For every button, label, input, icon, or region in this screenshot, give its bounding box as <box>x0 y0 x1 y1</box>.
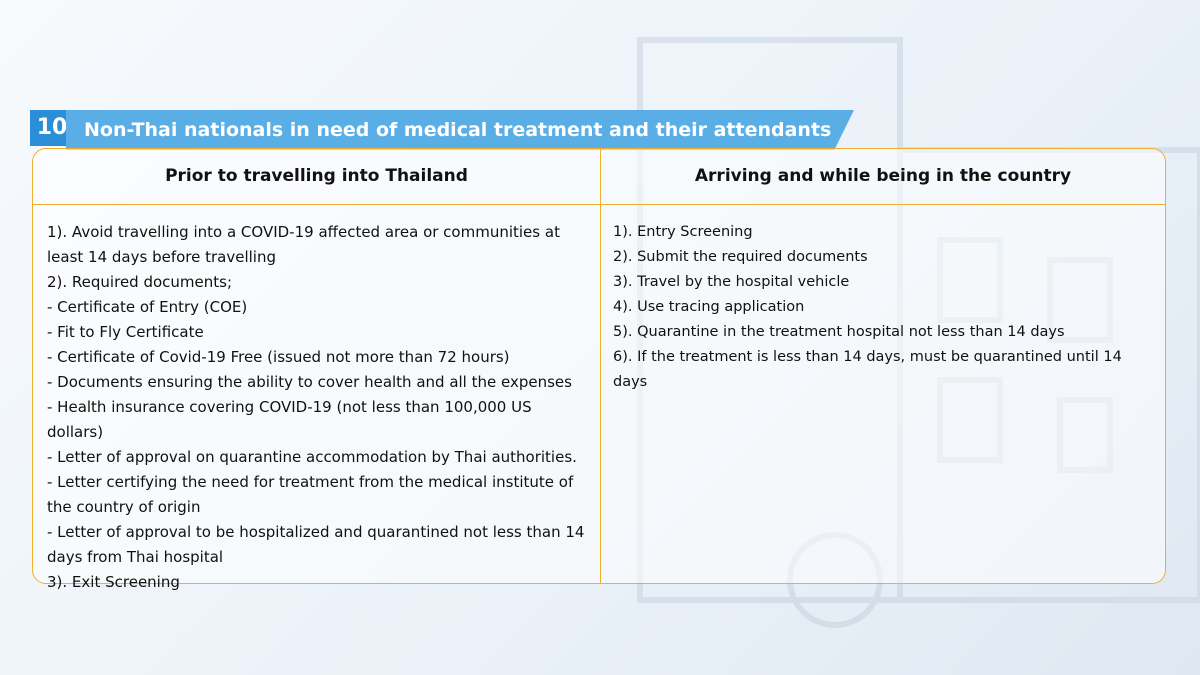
column-heading: Prior to travelling into Thailand <box>33 149 600 205</box>
column-heading: Arriving and while being in the country <box>601 149 1165 205</box>
list-line: 3). Exit Screening <box>47 573 180 591</box>
list-line: 2). Submit the required documents <box>613 249 868 265</box>
list-line: 4). Use tracing application <box>613 299 805 315</box>
column: Prior to travelling into Thailand 1). Av… <box>33 149 601 591</box>
section-title: Non-Thai nationals in need of medical tr… <box>84 119 832 141</box>
list-line: - Health insurance covering COVID-19 (no… <box>47 398 532 441</box>
column: Arriving and while being in the country … <box>601 149 1165 583</box>
list-line: 1). Entry Screening <box>613 224 753 240</box>
list-line: - Certificate of Entry (COE) <box>47 298 248 316</box>
list-line: 3). Travel by the hospital vehicle <box>613 274 850 290</box>
column-body: 1). Avoid travelling into a COVID-19 aff… <box>33 205 600 595</box>
list-line: - Fit to Fly Certificate <box>47 323 204 341</box>
list-line: - Letter certifying the need for treatme… <box>47 473 574 516</box>
title-bar <box>66 110 854 150</box>
list-line: - Letter of approval on quarantine accom… <box>47 448 577 466</box>
list-line: 2). Required documents; <box>47 273 233 291</box>
table: Prior to travelling into Thailand 1). Av… <box>32 148 1166 591</box>
list-line: - Documents ensuring the ability to cove… <box>47 373 572 391</box>
list-line: 1). Avoid travelling into a COVID-19 aff… <box>47 223 560 266</box>
list-line: - Letter of approval to be hospitalized … <box>47 523 585 566</box>
list-line: 6). If the treatment is less than 14 day… <box>613 349 1122 390</box>
list-line: 5). Quarantine in the treatment hospital… <box>613 324 1065 340</box>
column-body: 1). Entry Screening 2). Submit the requir… <box>601 205 1165 395</box>
list-line: - Certificate of Covid-19 Free (issued n… <box>47 348 510 366</box>
